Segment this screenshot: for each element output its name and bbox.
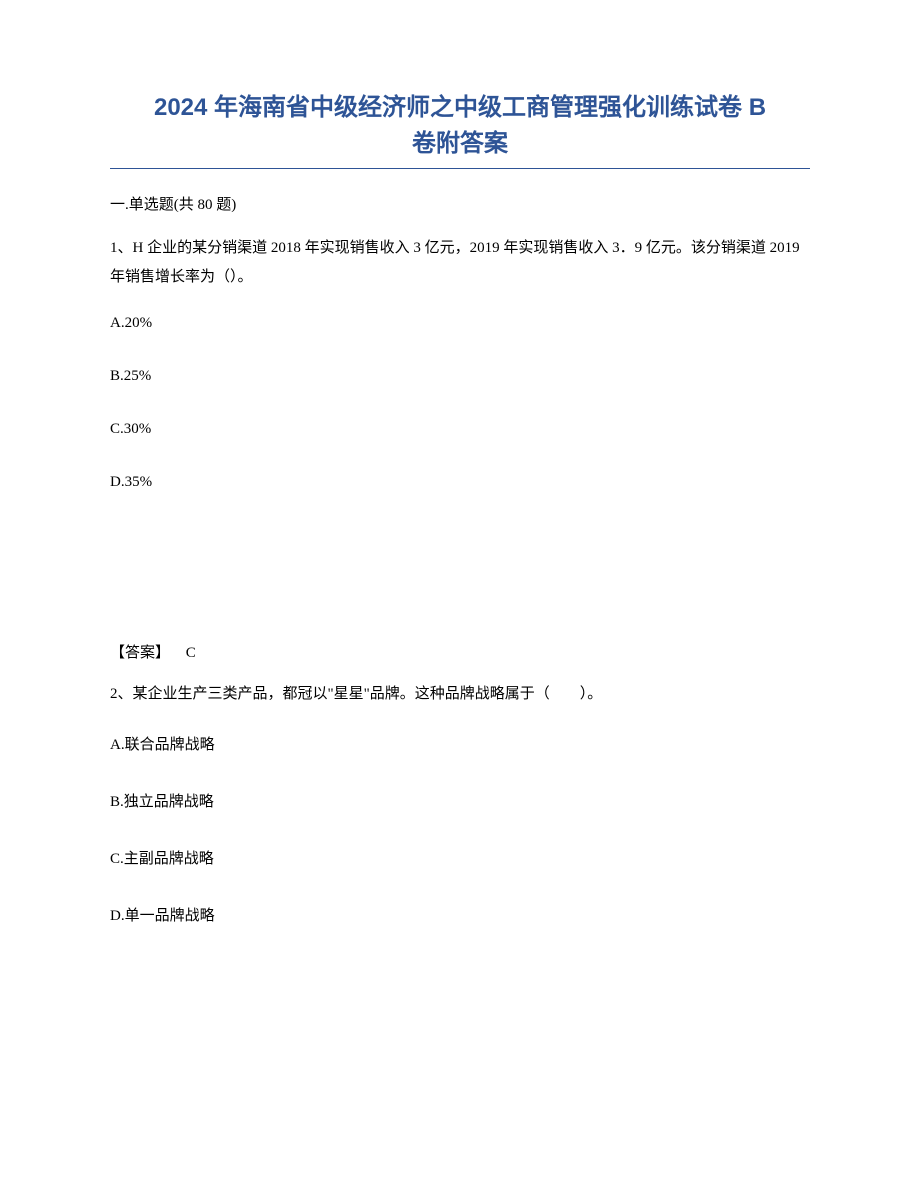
title-container: 2024 年海南省中级经济师之中级工商管理强化训练试卷 B 卷附答案 [110,90,810,162]
question-2-option-d: D.单一品牌战略 [110,904,810,925]
question-1-answer: 【答案】 C [110,641,810,662]
document-title-line2: 卷附答案 [110,126,810,162]
answer-label-text: 【答案】 [110,645,170,661]
question-1-option-d: D.35% [110,474,810,491]
question-1-option-c: C.30% [110,421,810,438]
question-2-option-b: B.独立品牌战略 [110,790,810,811]
question-1-text: 1、H 企业的某分销渠道 2018 年实现销售收入 3 亿元，2019 年实现销… [110,234,810,291]
section-header: 一.单选题(共 80 题) [110,193,810,214]
question-2-option-a: A.联合品牌战略 [110,733,810,754]
answer-value: C [186,645,196,662]
question-1-option-a: A.20% [110,315,810,332]
document-title-line1: 2024 年海南省中级经济师之中级工商管理强化训练试卷 B [110,90,810,126]
question-2-text: 2、某企业生产三类产品，都冠以"星星"品牌。这种品牌战略属于（ ）。 [110,680,810,709]
question-1-option-b: B.25% [110,368,810,385]
title-underline [110,168,810,169]
question-2-option-c: C.主副品牌战略 [110,847,810,868]
